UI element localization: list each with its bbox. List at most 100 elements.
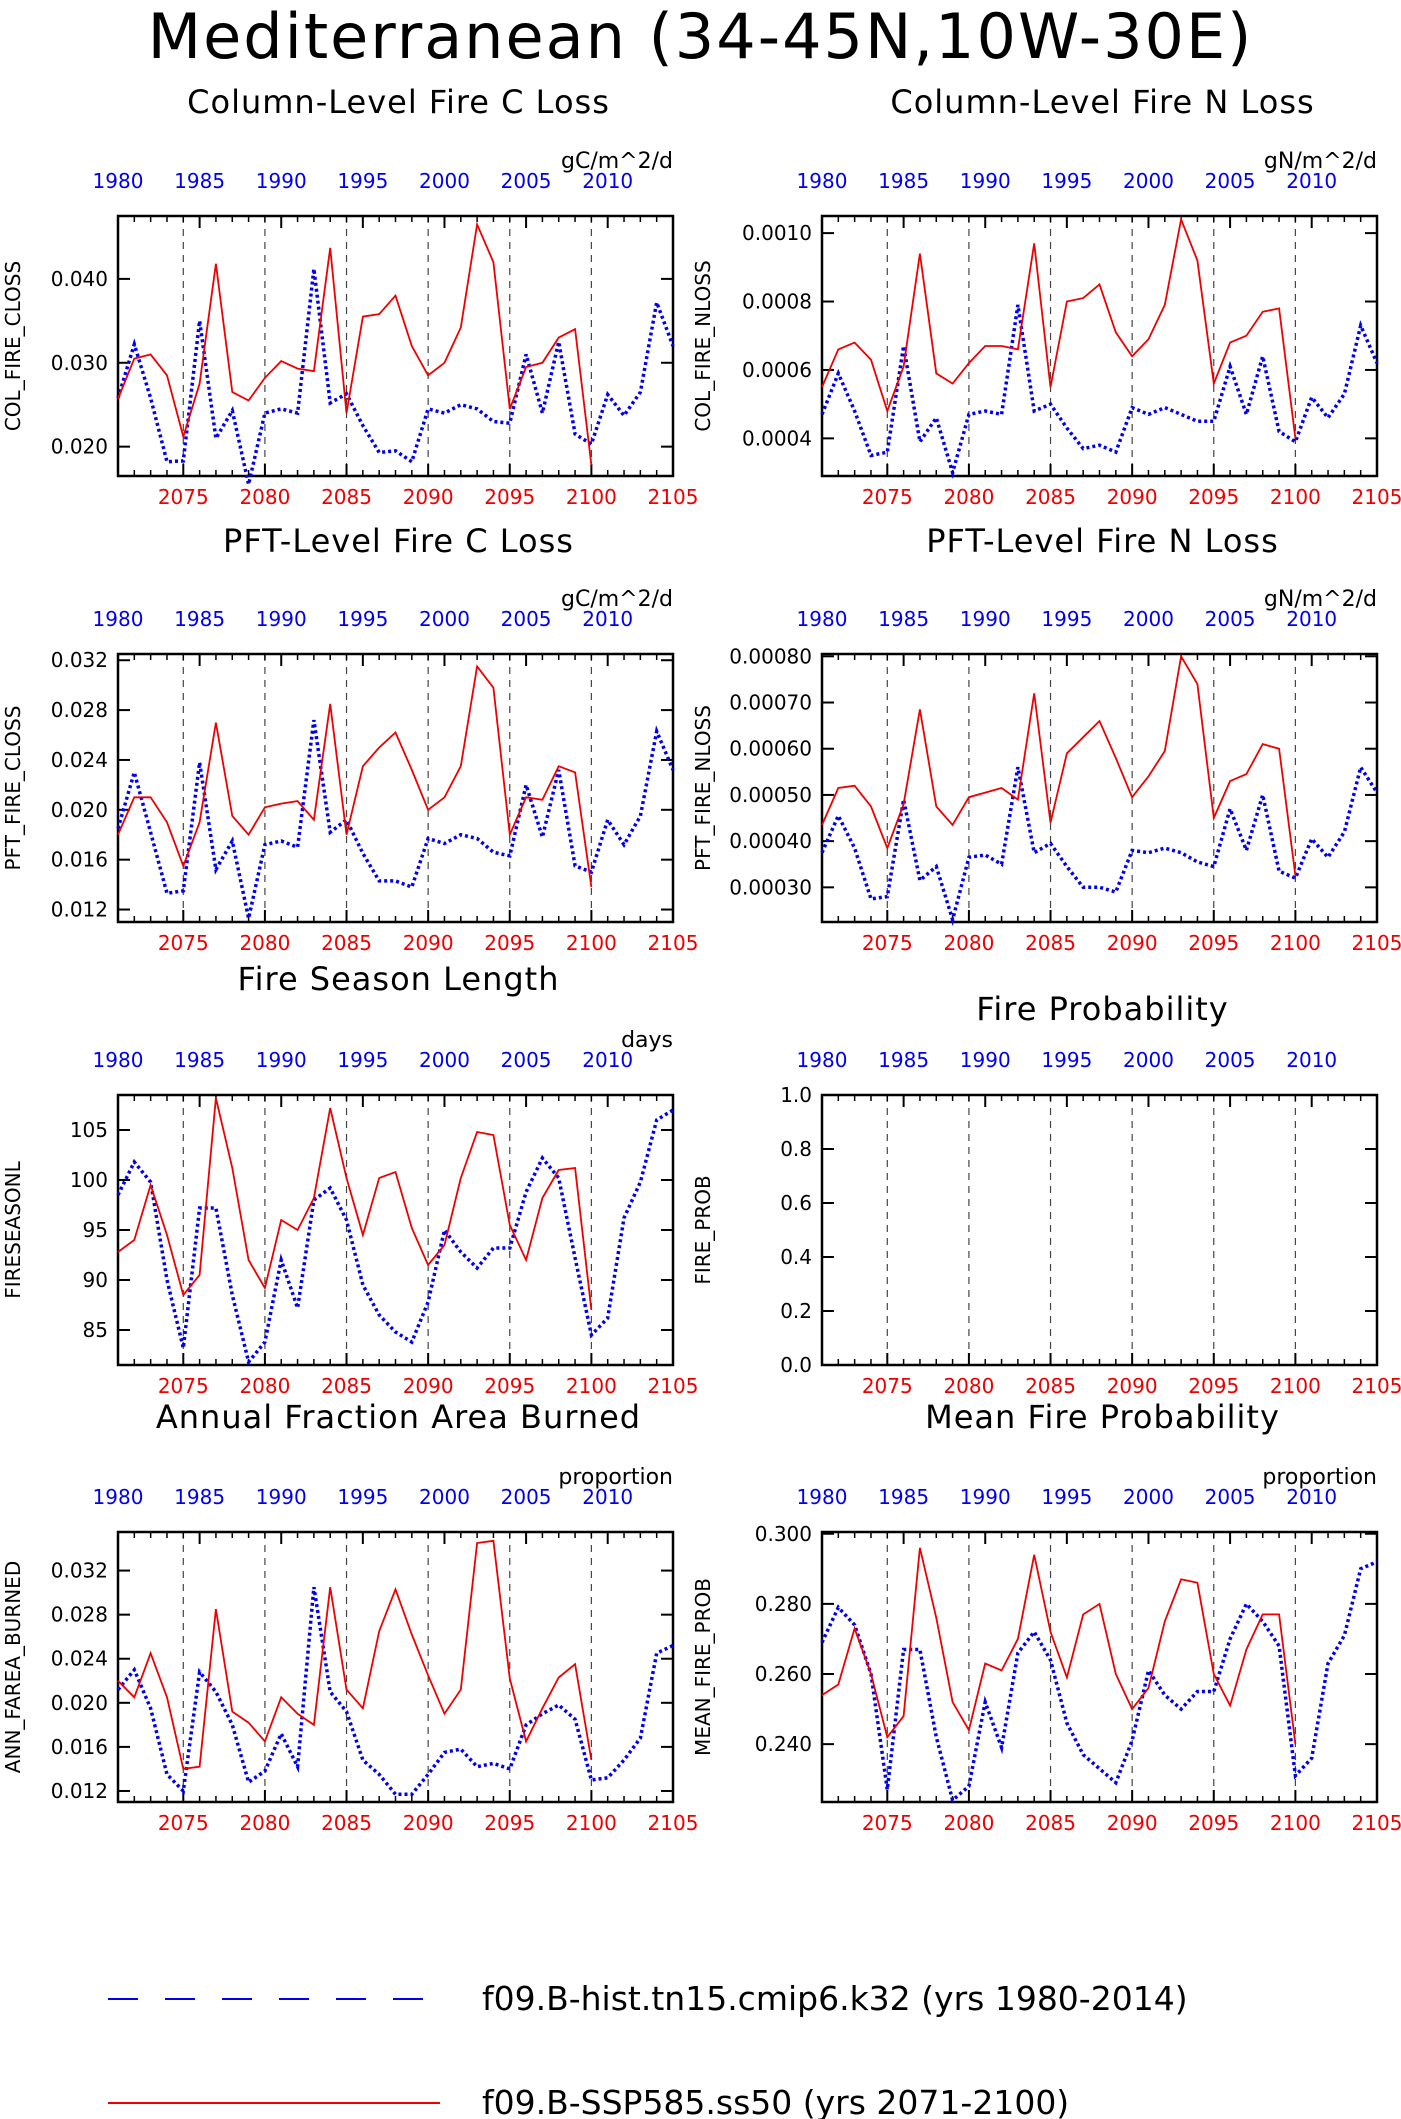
x-tick-label-top: 1990: [256, 607, 307, 631]
y-tick-label: 100: [70, 1168, 108, 1192]
y-tick-label: 0.0004: [742, 426, 812, 450]
x-tick-label-bottom: 2090: [1107, 1811, 1158, 1835]
x-tick-label-bottom: 2105: [648, 485, 699, 509]
y-tick-label: 0.032: [51, 1559, 108, 1583]
series-line-historical: [820, 1560, 1378, 1804]
units-label: gC/m^2/d: [561, 587, 673, 612]
x-tick-label-top: 2005: [501, 607, 552, 631]
x-tick-label-top: 1985: [174, 1048, 225, 1072]
x-tick-label-top: 2005: [1205, 1048, 1256, 1072]
y-axis-label: FIRESEASONL: [1, 1160, 25, 1298]
x-tick-label-top: 2005: [501, 169, 552, 193]
x-tick-label-top: 1995: [1041, 169, 1092, 193]
x-tick-label-bottom: 2105: [648, 931, 699, 955]
x-tick-label-bottom: 2085: [1025, 1374, 1076, 1398]
y-tick-label: 0.4: [780, 1245, 812, 1269]
x-tick-label-top: 1990: [960, 169, 1011, 193]
x-tick-label-bottom: 2095: [484, 1374, 535, 1398]
y-tick-label: 0.024: [51, 1647, 108, 1671]
chart-panel-3: PFT-Level Fire C Loss gC/m^2/d 2075 2080 208…: [1, 522, 698, 955]
chart-title: Mean Fire Probability: [925, 1398, 1280, 1436]
x-tick-label-top: 2010: [1286, 1048, 1337, 1072]
x-tick-label-top: 2005: [501, 1485, 552, 1509]
x-tick-label-bottom: 2075: [862, 1811, 913, 1835]
series-line-future: [117, 221, 593, 466]
chart-title: Fire Season Length: [238, 960, 560, 998]
series-line-historical: [116, 268, 675, 485]
x-tick-label-top: 1985: [174, 607, 225, 631]
x-tick-label-bottom: 2100: [566, 1374, 617, 1398]
chart-panel-4: PFT-Level Fire N Loss gN/m^2/d 2075 2080 208…: [691, 522, 1401, 955]
x-tick-label-top: 2000: [1123, 1485, 1174, 1509]
y-tick-label: 0.0006: [742, 358, 812, 382]
y-tick-label: 0.240: [755, 1732, 812, 1756]
x-tick-label-bottom: 2085: [321, 485, 372, 509]
y-tick-label: 0.300: [755, 1522, 812, 1546]
y-tick-label: 0.012: [51, 898, 108, 922]
x-tick-label-top: 1990: [960, 1048, 1011, 1072]
legend-label-future: f09.B-SSP585.ss50 (yrs 2071-2100): [482, 2083, 1069, 2119]
x-tick-label-bottom: 2100: [566, 485, 617, 509]
y-tick-label: 0.020: [51, 1691, 108, 1715]
y-tick-label: 0.030: [51, 351, 108, 375]
x-tick-label-top: 1980: [797, 1485, 848, 1509]
x-tick-label-bottom: 2100: [566, 1811, 617, 1835]
x-tick-label-bottom: 2090: [403, 1374, 454, 1398]
x-tick-label-bottom: 2085: [321, 1811, 372, 1835]
series-line-historical: [116, 1586, 674, 1797]
x-tick-label-bottom: 2090: [1107, 931, 1158, 955]
x-tick-label-top: 1990: [256, 169, 307, 193]
x-tick-label-top: 1980: [93, 1485, 144, 1509]
x-tick-label-top: 1980: [797, 607, 848, 631]
units-label: gC/m^2/d: [561, 149, 673, 174]
series-line-future: [117, 664, 593, 888]
x-tick-label-bottom: 2100: [1270, 1374, 1321, 1398]
y-tick-label: 0.00070: [729, 691, 812, 715]
y-tick-label: 0.040: [51, 267, 108, 291]
chart-title: Column-Level Fire C Loss: [187, 83, 610, 121]
x-tick-label-bottom: 2085: [1025, 1811, 1076, 1835]
x-tick-label-top: 1985: [174, 1485, 225, 1509]
x-tick-label-bottom: 2105: [648, 1374, 699, 1398]
x-tick-label-top: 1985: [878, 1485, 929, 1509]
chart-panel-7: Annual Fraction Area Burned proportion 207…: [1, 1398, 698, 1835]
series-line-historical: [116, 1108, 674, 1366]
y-tick-label: 0.00040: [729, 829, 812, 853]
x-tick-label-top: 1985: [878, 607, 929, 631]
x-tick-label-top: 1985: [878, 169, 929, 193]
chart-panel-1: Column-Level Fire C Loss gC/m^2/d 2075 2080…: [1, 83, 698, 509]
chart-title: Column-Level Fire N Loss: [890, 83, 1314, 121]
series-line-future: [821, 1547, 1297, 1745]
x-tick-label-bottom: 2105: [648, 1811, 699, 1835]
x-tick-label-bottom: 2080: [943, 1374, 994, 1398]
plot-frame: [116, 1530, 675, 1804]
legend: f09.B-hist.tn15.cmip6.k32 (yrs 1980-2014…: [108, 1979, 1188, 2119]
plot-frame: [116, 1093, 675, 1367]
x-tick-label-top: 1990: [960, 607, 1011, 631]
x-tick-label-top: 1985: [174, 169, 225, 193]
y-tick-label: 0.8: [780, 1137, 812, 1161]
x-tick-label-top: 2010: [582, 1048, 633, 1072]
x-tick-label-top: 1985: [878, 1048, 929, 1072]
x-tick-label-top: 1990: [256, 1485, 307, 1509]
x-tick-label-bottom: 2105: [1352, 485, 1401, 509]
x-tick-label-top: 2000: [419, 1485, 470, 1509]
x-tick-label-bottom: 2075: [158, 1811, 209, 1835]
series-line-future: [821, 216, 1297, 439]
x-tick-label-bottom: 2095: [1188, 1374, 1239, 1398]
x-tick-label-bottom: 2080: [239, 1811, 290, 1835]
x-tick-label-top: 2000: [419, 169, 470, 193]
y-axis-label: ANN_FAREA_BURNED: [1, 1561, 25, 1773]
x-tick-label-bottom: 2075: [158, 931, 209, 955]
x-tick-label-bottom: 2085: [321, 931, 372, 955]
x-tick-label-top: 2010: [1286, 169, 1337, 193]
y-tick-label: 0.028: [51, 698, 108, 722]
y-tick-label: 0.260: [755, 1662, 812, 1686]
x-tick-label-bottom: 2075: [862, 1374, 913, 1398]
y-axis-label: COL_FIRE_CLOSS: [1, 261, 25, 431]
plot-frame: [820, 652, 1379, 924]
y-tick-label: 0.00050: [729, 783, 812, 807]
series-line-future: [117, 1539, 593, 1770]
x-tick-label-bottom: 2105: [1352, 931, 1401, 955]
